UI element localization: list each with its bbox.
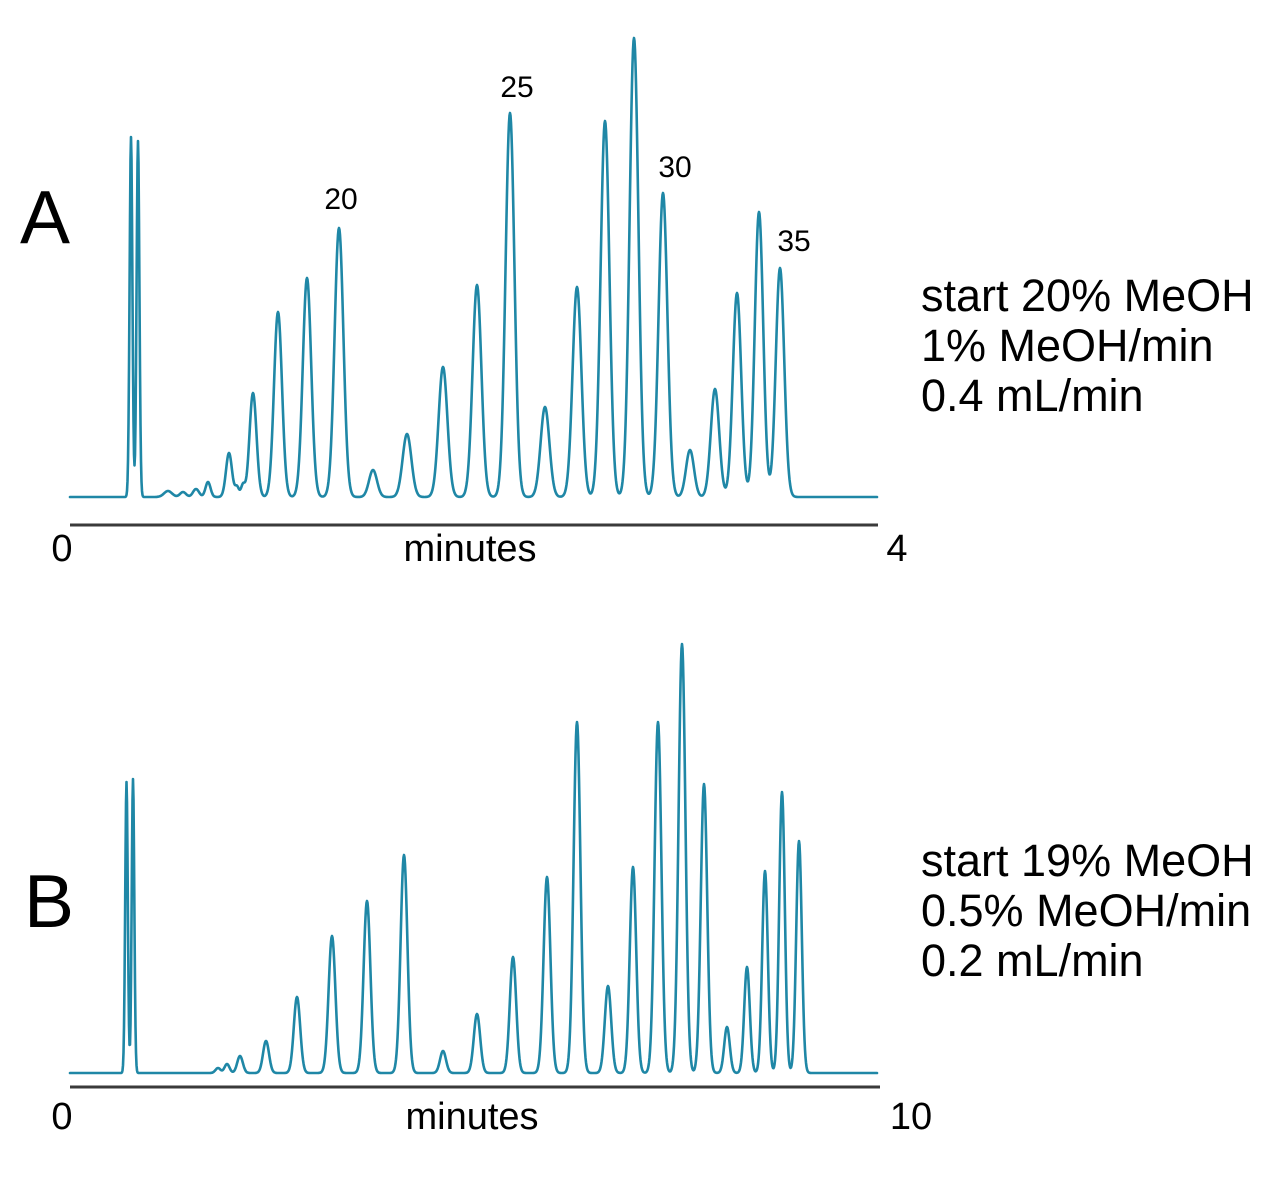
x-axis-max-label-panel-b: 10 bbox=[889, 1096, 933, 1138]
chromatogram-trace-panel-a bbox=[68, 36, 879, 499]
peak-number-label: 30 bbox=[658, 151, 692, 184]
chromatogram-trace-panel-b bbox=[68, 642, 879, 1075]
x-axis-min-label-panel-a: 0 bbox=[51, 528, 73, 570]
x-axis-title-panel-b: minutes bbox=[405, 1096, 539, 1138]
peak-number-label: 35 bbox=[777, 225, 811, 258]
annotation-line: 0.2 mL/min bbox=[921, 935, 1144, 986]
panel-a-letter: A bbox=[20, 175, 71, 259]
annotation-line: 1% MeOH/min bbox=[921, 320, 1214, 371]
peak-number-label: 25 bbox=[500, 71, 534, 104]
x-axis-min-label-panel-b: 0 bbox=[51, 1096, 73, 1138]
x-axis-title-panel-a: minutes bbox=[403, 528, 537, 570]
annotation-line: 0.4 mL/min bbox=[921, 370, 1144, 421]
annotation-line: start 19% MeOH bbox=[921, 835, 1254, 886]
peak-number-label: 20 bbox=[324, 183, 358, 216]
conditions-annotation-panel-a: start 20% MeOH 1% MeOH/min 0.4 mL/min bbox=[921, 271, 1254, 421]
conditions-annotation-panel-b: start 19% MeOH 0.5% MeOH/min 0.2 mL/min bbox=[921, 836, 1254, 986]
x-axis-max-label-panel-a: 4 bbox=[886, 528, 908, 570]
annotation-line: 0.5% MeOH/min bbox=[921, 885, 1252, 936]
annotation-line: start 20% MeOH bbox=[921, 270, 1254, 321]
panel-b-letter: B bbox=[24, 859, 75, 943]
